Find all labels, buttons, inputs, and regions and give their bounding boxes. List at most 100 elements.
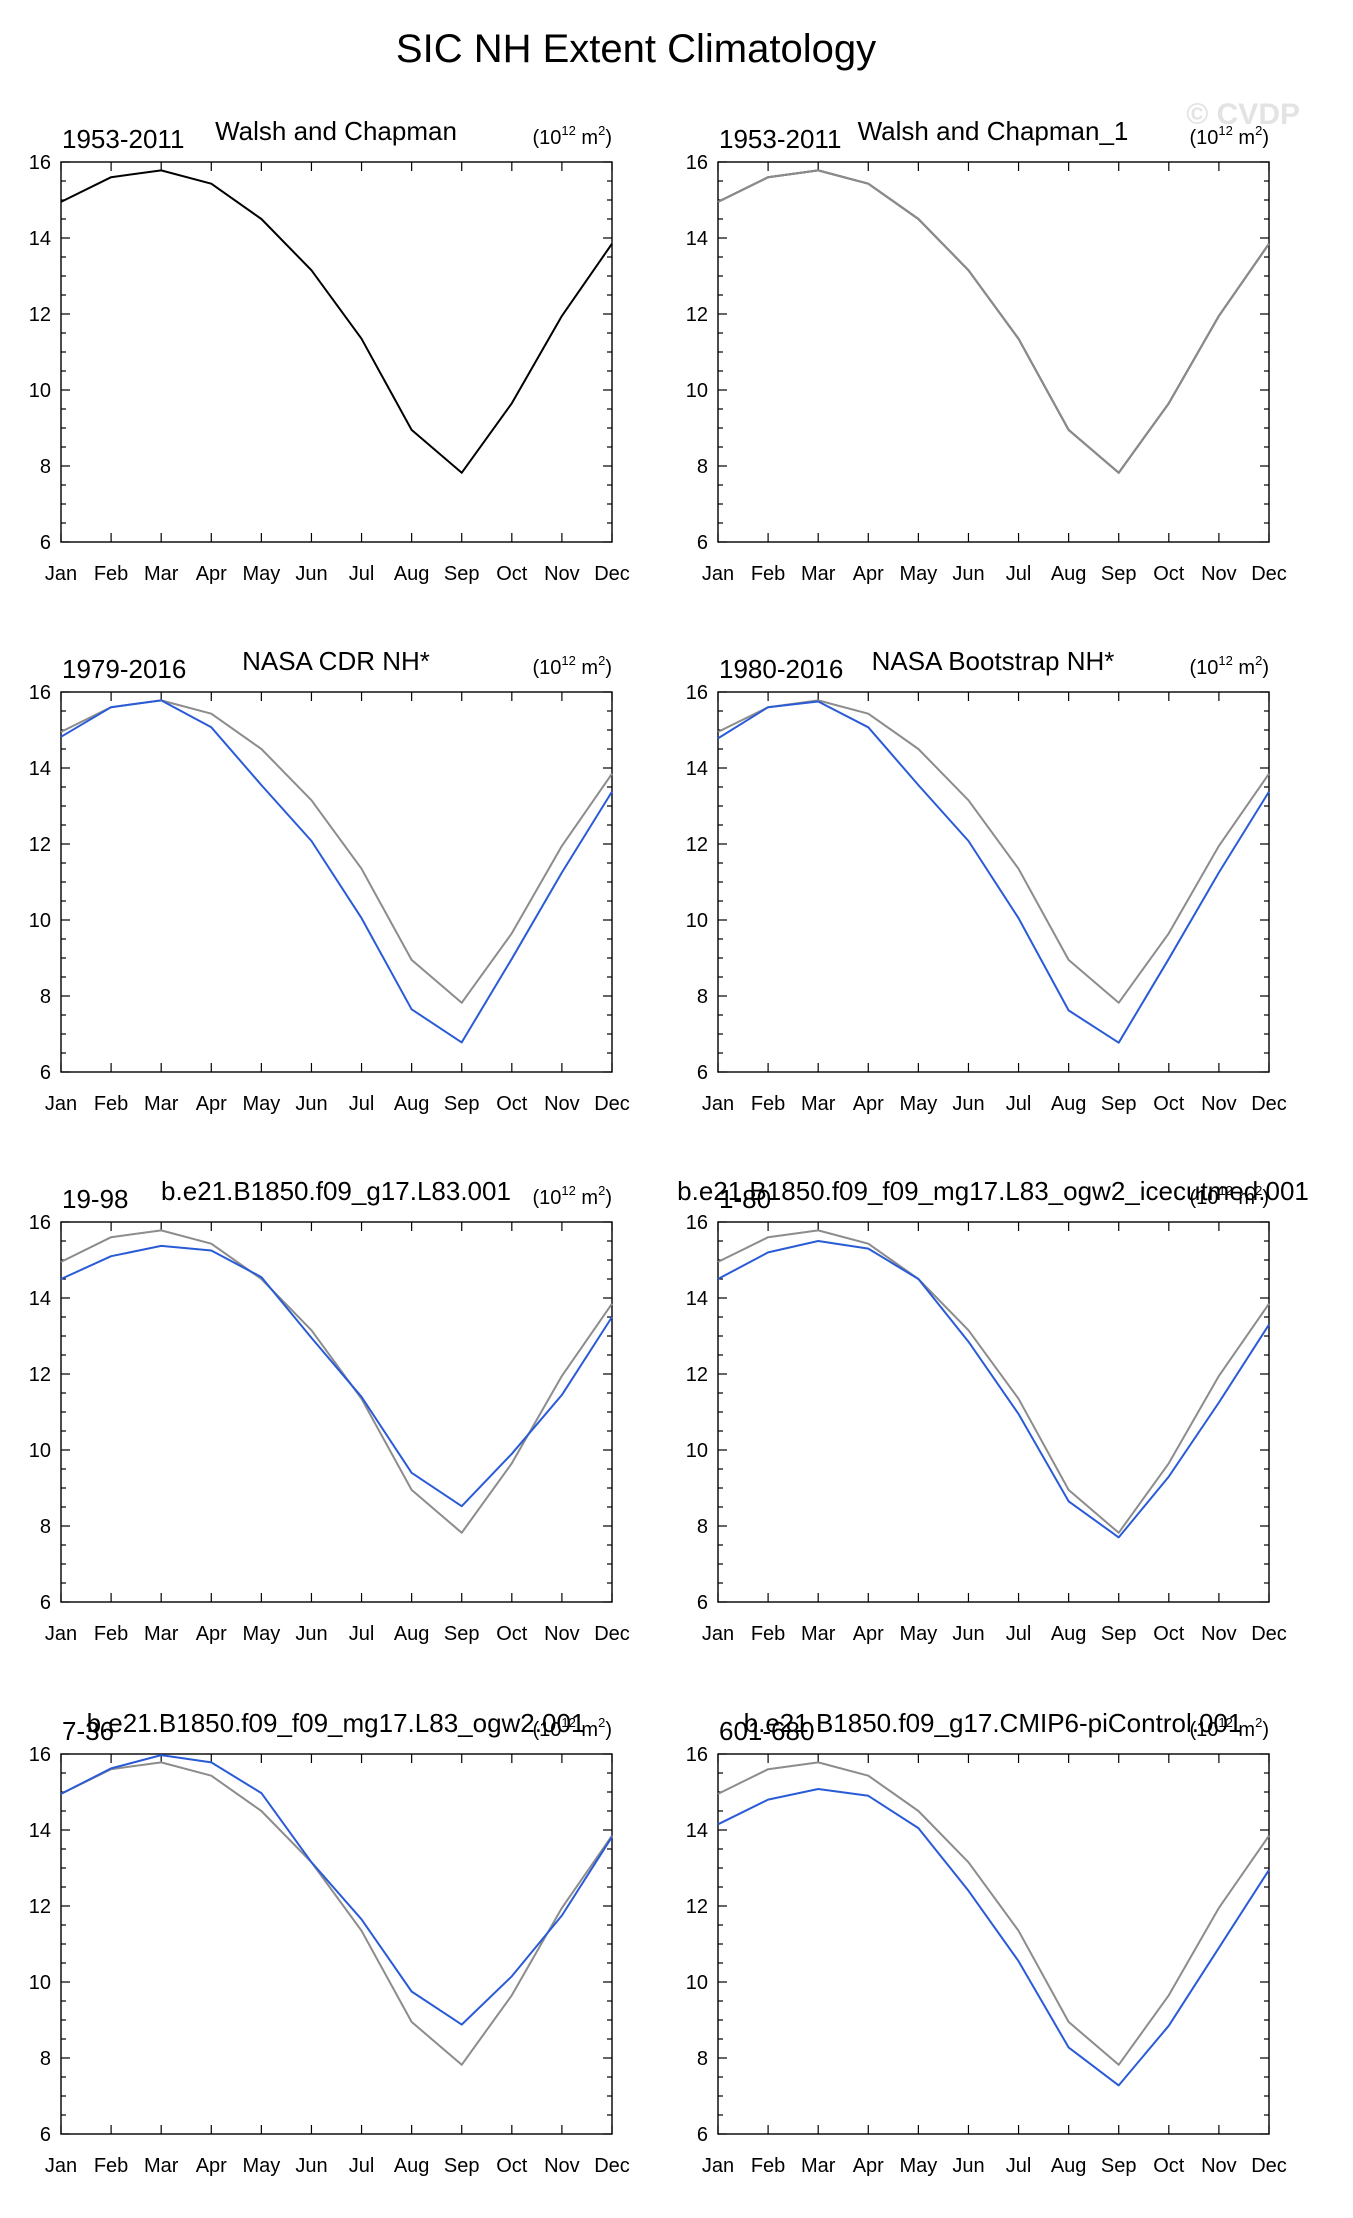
- y-tick-label: 8: [697, 1516, 708, 1538]
- x-tick-label: Jan: [702, 1093, 734, 1115]
- x-tick-label: May: [242, 563, 280, 585]
- units-label: (1012 m2): [1190, 123, 1270, 149]
- y-tick-label: 12: [686, 1896, 708, 1918]
- y-tick-label: 8: [40, 986, 51, 1008]
- units-label: (1012 m2): [533, 653, 613, 679]
- y-tick-label: 6: [40, 2124, 51, 2146]
- units-label: (1012 m2): [533, 1715, 613, 1741]
- units-superscript: 12: [1218, 1183, 1232, 1198]
- x-tick-label: Apr: [853, 1093, 884, 1115]
- x-tick-label: Feb: [751, 1093, 785, 1115]
- panel-title: Walsh and Chapman_1: [858, 116, 1129, 146]
- x-tick-label: Oct: [496, 2155, 528, 2177]
- units-part: ): [605, 657, 612, 679]
- plot-frame: [717, 161, 1270, 543]
- y-tick-label: 10: [686, 380, 708, 402]
- plot-frame: [60, 691, 613, 1073]
- units-part: m: [576, 127, 598, 149]
- panel-period-label: 1953-2011: [62, 124, 184, 154]
- y-tick-label: 16: [29, 682, 51, 704]
- y-tick-label: 6: [40, 1592, 51, 1614]
- y-tick-label: 16: [29, 152, 51, 174]
- y-tick-label: 6: [697, 2124, 708, 2146]
- y-tick-label: 12: [29, 1896, 51, 1918]
- units-label: (1012 m2): [1190, 653, 1270, 679]
- units-part: ): [605, 1719, 612, 1741]
- units-superscript: 12: [561, 1715, 575, 1730]
- y-tick-label: 14: [686, 228, 708, 250]
- chart-panel: 6 8 10 12 14 16 Jan Feb Mar Apr May Jun Jul Aug Sep Oct…: [29, 116, 630, 585]
- series-line: [717, 700, 1270, 1044]
- panel-title: NASA CDR NH*: [242, 646, 430, 676]
- y-tick-label: 10: [686, 910, 708, 932]
- x-tick-label: Aug: [1051, 2155, 1087, 2177]
- y-tick-label: 10: [29, 380, 51, 402]
- x-tick-label: Apr: [196, 1093, 227, 1115]
- x-tick-label: Jul: [1006, 2155, 1032, 2177]
- plot-frame: [60, 161, 613, 543]
- units-part: m: [576, 1187, 598, 1209]
- units-label: (1012 m2): [533, 123, 613, 149]
- x-tick-label: Jan: [45, 563, 77, 585]
- x-tick-label: Jul: [349, 563, 375, 585]
- x-tick-label: Jun: [295, 1093, 327, 1115]
- x-tick-label: Dec: [594, 563, 630, 585]
- chart-panel: 6 8 10 12 14 16 Jan Feb Mar Apr May Jun Jul Aug Sep Oct…: [686, 646, 1287, 1115]
- x-tick-label: Mar: [144, 1093, 179, 1115]
- x-tick-label: Mar: [144, 563, 179, 585]
- x-tick-label: Nov: [544, 1623, 580, 1645]
- y-tick-label: 14: [29, 228, 51, 250]
- series-line: [60, 699, 613, 1044]
- units-part: ): [1262, 1187, 1269, 1209]
- x-tick-label: Aug: [394, 1093, 430, 1115]
- x-tick-label: Nov: [544, 563, 580, 585]
- x-tick-label: Jul: [349, 1623, 375, 1645]
- y-tick-label: 6: [697, 532, 708, 554]
- x-tick-label: Sep: [444, 563, 480, 585]
- chart-panel: 6 8 10 12 14 16 Jan Feb Mar Apr May Jun Jul Aug Sep Oct…: [677, 1176, 1309, 1645]
- x-tick-label: Jan: [702, 2155, 734, 2177]
- x-tick-label: Nov: [1201, 1623, 1237, 1645]
- series-line: [60, 169, 613, 474]
- x-tick-label: Feb: [751, 1623, 785, 1645]
- x-tick-label: May: [242, 1093, 280, 1115]
- series-line: [60, 1229, 613, 1534]
- y-tick-label: 16: [686, 1212, 708, 1234]
- units-part: (10: [533, 127, 562, 149]
- series-line: [60, 699, 613, 1004]
- units-part: m: [1233, 1719, 1255, 1741]
- x-tick-label: Mar: [801, 1093, 836, 1115]
- panels: 6 8 10 12 14 16 Jan Feb Mar Apr May Jun Jul Aug Sep Oct…: [29, 116, 1309, 2177]
- y-tick-label: 10: [29, 910, 51, 932]
- units-superscript: 12: [561, 1183, 575, 1198]
- x-tick-label: May: [242, 2155, 280, 2177]
- y-tick-label: 16: [686, 682, 708, 704]
- units-superscript: 2: [1255, 1183, 1262, 1198]
- panel-title: NASA Bootstrap NH*: [872, 646, 1115, 676]
- units-part: (10: [1190, 657, 1219, 679]
- x-tick-label: Jul: [1006, 563, 1032, 585]
- x-tick-label: Feb: [94, 1093, 128, 1115]
- panel-period-label: 1979-2016: [62, 654, 186, 684]
- y-tick-label: 6: [697, 1062, 708, 1084]
- x-tick-label: Oct: [496, 1623, 528, 1645]
- y-tick-label: 12: [686, 834, 708, 856]
- x-tick-label: Feb: [751, 563, 785, 585]
- x-tick-label: Jul: [1006, 1093, 1032, 1115]
- x-tick-label: Nov: [544, 2155, 580, 2177]
- y-tick-label: 8: [697, 456, 708, 478]
- y-tick-label: 14: [29, 1820, 51, 1842]
- series-line: [717, 1240, 1270, 1539]
- x-tick-label: Apr: [196, 563, 227, 585]
- x-tick-label: Aug: [1051, 1093, 1087, 1115]
- series-line: [717, 1229, 1270, 1534]
- x-tick-label: Jul: [1006, 1623, 1032, 1645]
- x-tick-label: May: [242, 1623, 280, 1645]
- units-part: ): [1262, 127, 1269, 149]
- units-superscript: 2: [1255, 123, 1262, 138]
- x-tick-label: Sep: [444, 2155, 480, 2177]
- x-tick-label: Apr: [196, 1623, 227, 1645]
- x-tick-label: May: [899, 2155, 937, 2177]
- x-tick-label: Mar: [144, 2155, 179, 2177]
- units-part: (10: [1190, 127, 1219, 149]
